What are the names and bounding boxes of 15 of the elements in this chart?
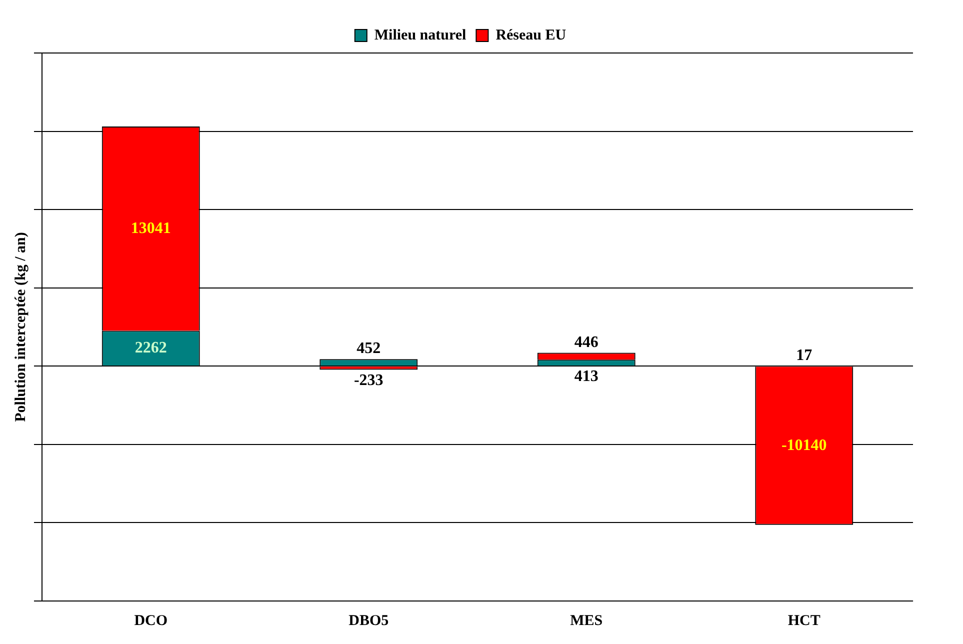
data-label: 17 bbox=[796, 346, 812, 364]
data-label: 446 bbox=[574, 334, 598, 351]
data-label: 413 bbox=[574, 368, 598, 385]
data-label: 13041 bbox=[130, 220, 171, 237]
legend-label: Réseau EU bbox=[496, 27, 566, 44]
legend-label: Milieu naturel bbox=[374, 27, 466, 44]
data-label: 2262 bbox=[134, 339, 167, 356]
x-tick-label: MES bbox=[570, 612, 603, 629]
data-label: -10140 bbox=[781, 436, 827, 454]
x-tick-label: HCT bbox=[788, 612, 820, 629]
x-tick-label: DBO5 bbox=[348, 612, 389, 629]
data-label: 452 bbox=[356, 340, 381, 358]
data-label: -233 bbox=[354, 372, 384, 389]
x-tick-label: DCO bbox=[134, 612, 168, 629]
y-axis-title: Pollution interceptée (kg / an) bbox=[12, 232, 29, 422]
